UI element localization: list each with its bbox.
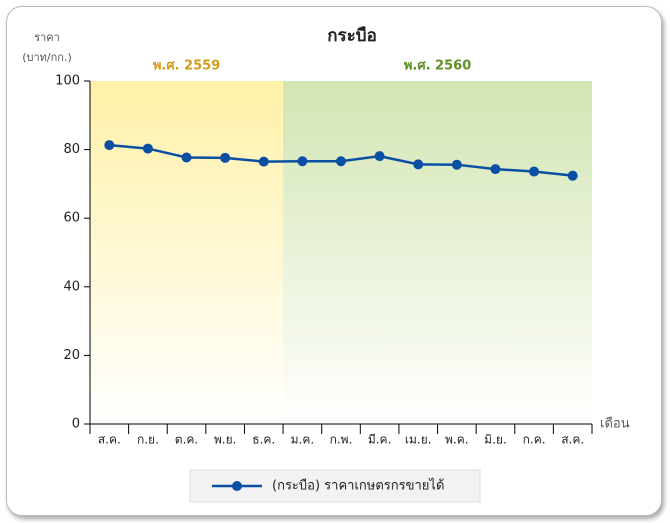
y-tick-label: 60 [63,211,80,226]
period-label: พ.ศ. 2560 [404,59,471,74]
x-tick-label: เม.ย. [405,433,432,447]
x-tick-label: มิ.ย. [484,433,507,447]
x-tick-label: พ.ค. [445,433,469,447]
point [490,164,501,175]
y-tick-label: 100 [55,74,80,89]
point [258,156,269,167]
y-tick-label: 80 [63,142,80,157]
period-band [283,81,592,424]
x-tick-label: ม.ค. [291,433,315,447]
y-tick-label: 40 [63,279,80,294]
legend-label: (กระบือ) ราคาเกษตรกรขายได้ [272,478,444,494]
point [567,170,578,181]
point [181,152,192,163]
y-tick-label: 0 [72,417,80,432]
point [451,159,462,170]
x-tick-label: ก.พ. [330,433,353,447]
point [297,156,308,167]
x-tick-label: มี.ค. [368,433,392,447]
x-tick-label: ส.ค. [98,433,121,447]
x-tick-label: ก.ย. [137,433,159,447]
period-band [90,81,284,424]
point [374,151,385,162]
y-label: (บาท/กก.) [22,51,72,64]
x-tick-label: ธ.ค. [252,433,275,447]
point [336,156,346,167]
point [413,159,424,170]
y-label: ราคา [34,31,60,44]
y-tick-label: 20 [63,348,80,363]
point [142,143,153,154]
point [529,166,540,177]
x-tick-label: ต.ค. [175,433,198,447]
x-tick-label: พ.ย. [214,433,237,447]
legend-marker [232,481,242,491]
point [104,140,115,151]
x-tick-label: ส.ค. [561,433,584,447]
x-tick-label: ก.ค. [523,433,546,447]
chart-title: กระบือ [327,25,377,46]
point [220,152,231,163]
period-label: พ.ศ. 2559 [153,59,220,74]
x-label: เดือน [600,416,630,432]
